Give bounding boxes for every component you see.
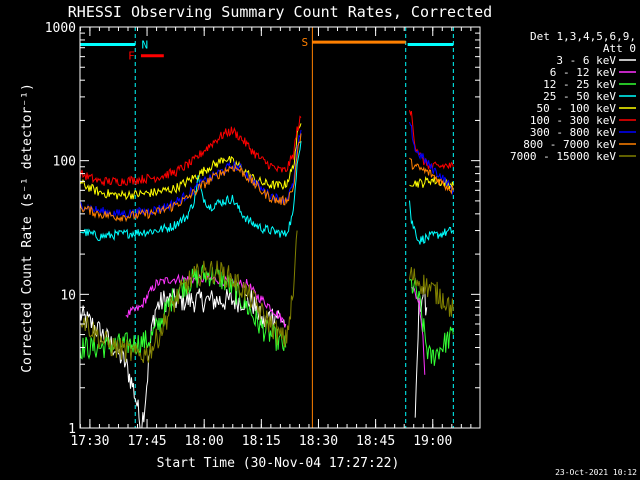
marker-label: N	[141, 38, 148, 51]
x-tick-label: 17:45	[127, 434, 166, 449]
footer-date: 23-Oct-2021 10:12	[555, 468, 637, 477]
axes-layer: 1 10 100 1000 17:30 17:45 18:00 18:15 18:30 18:45…	[45, 21, 481, 449]
legend-entry-label: 300 - 800 keV	[530, 126, 616, 139]
legend-entry-label: 25 - 50 keV	[543, 90, 616, 103]
legend-header: Att 0	[603, 42, 636, 55]
series-layer	[79, 110, 454, 429]
legend-entry-label: 12 - 25 keV	[543, 78, 616, 91]
series-line	[409, 267, 454, 317]
series-line	[409, 121, 454, 196]
y-tick-label: 100	[53, 155, 76, 170]
series-line	[409, 200, 454, 245]
y-tick-label: 1000	[45, 21, 76, 36]
x-axis-label: Start Time (30-Nov-04 17:27:22)	[157, 456, 400, 471]
legend-entry-label: 100 - 300 keV	[530, 114, 616, 127]
x-tick-label: 18:30	[299, 434, 338, 449]
marker-label: F	[128, 50, 135, 63]
series-line	[79, 305, 141, 429]
legend-header: Det 1,3,4,5,6,9,	[530, 30, 636, 43]
legend-entry-label: 800 - 7000 keV	[523, 138, 616, 151]
x-tick-label: 18:00	[185, 434, 224, 449]
y-tick-label: 10	[60, 288, 76, 303]
series-line	[79, 230, 298, 364]
x-tick-label: 19:00	[413, 434, 452, 449]
y-axis-label: Corrected Count Rate (s⁻¹ detector⁻¹)	[20, 83, 35, 373]
series-line	[79, 141, 302, 242]
series-line	[79, 115, 302, 187]
series-line	[409, 277, 454, 366]
legend-entry-label: 6 - 12 keV	[550, 66, 617, 79]
chart-title: RHESSI Observing Summary Count Rates, Co…	[68, 3, 492, 21]
marker-label: S	[301, 36, 308, 49]
y-tick-label: 1	[68, 422, 76, 437]
x-tick-label: 17:30	[70, 434, 109, 449]
series-line	[409, 157, 454, 195]
series-line	[79, 133, 302, 223]
legend-entry-label: 7000 - 15000 keV	[510, 150, 616, 163]
series-line	[79, 123, 302, 201]
legend-entry-label: 50 - 100 keV	[537, 102, 617, 115]
x-tick-label: 18:45	[356, 434, 395, 449]
legend-entry-label: 3 - 6 keV	[556, 54, 616, 67]
x-tick-label: 18:15	[242, 434, 281, 449]
